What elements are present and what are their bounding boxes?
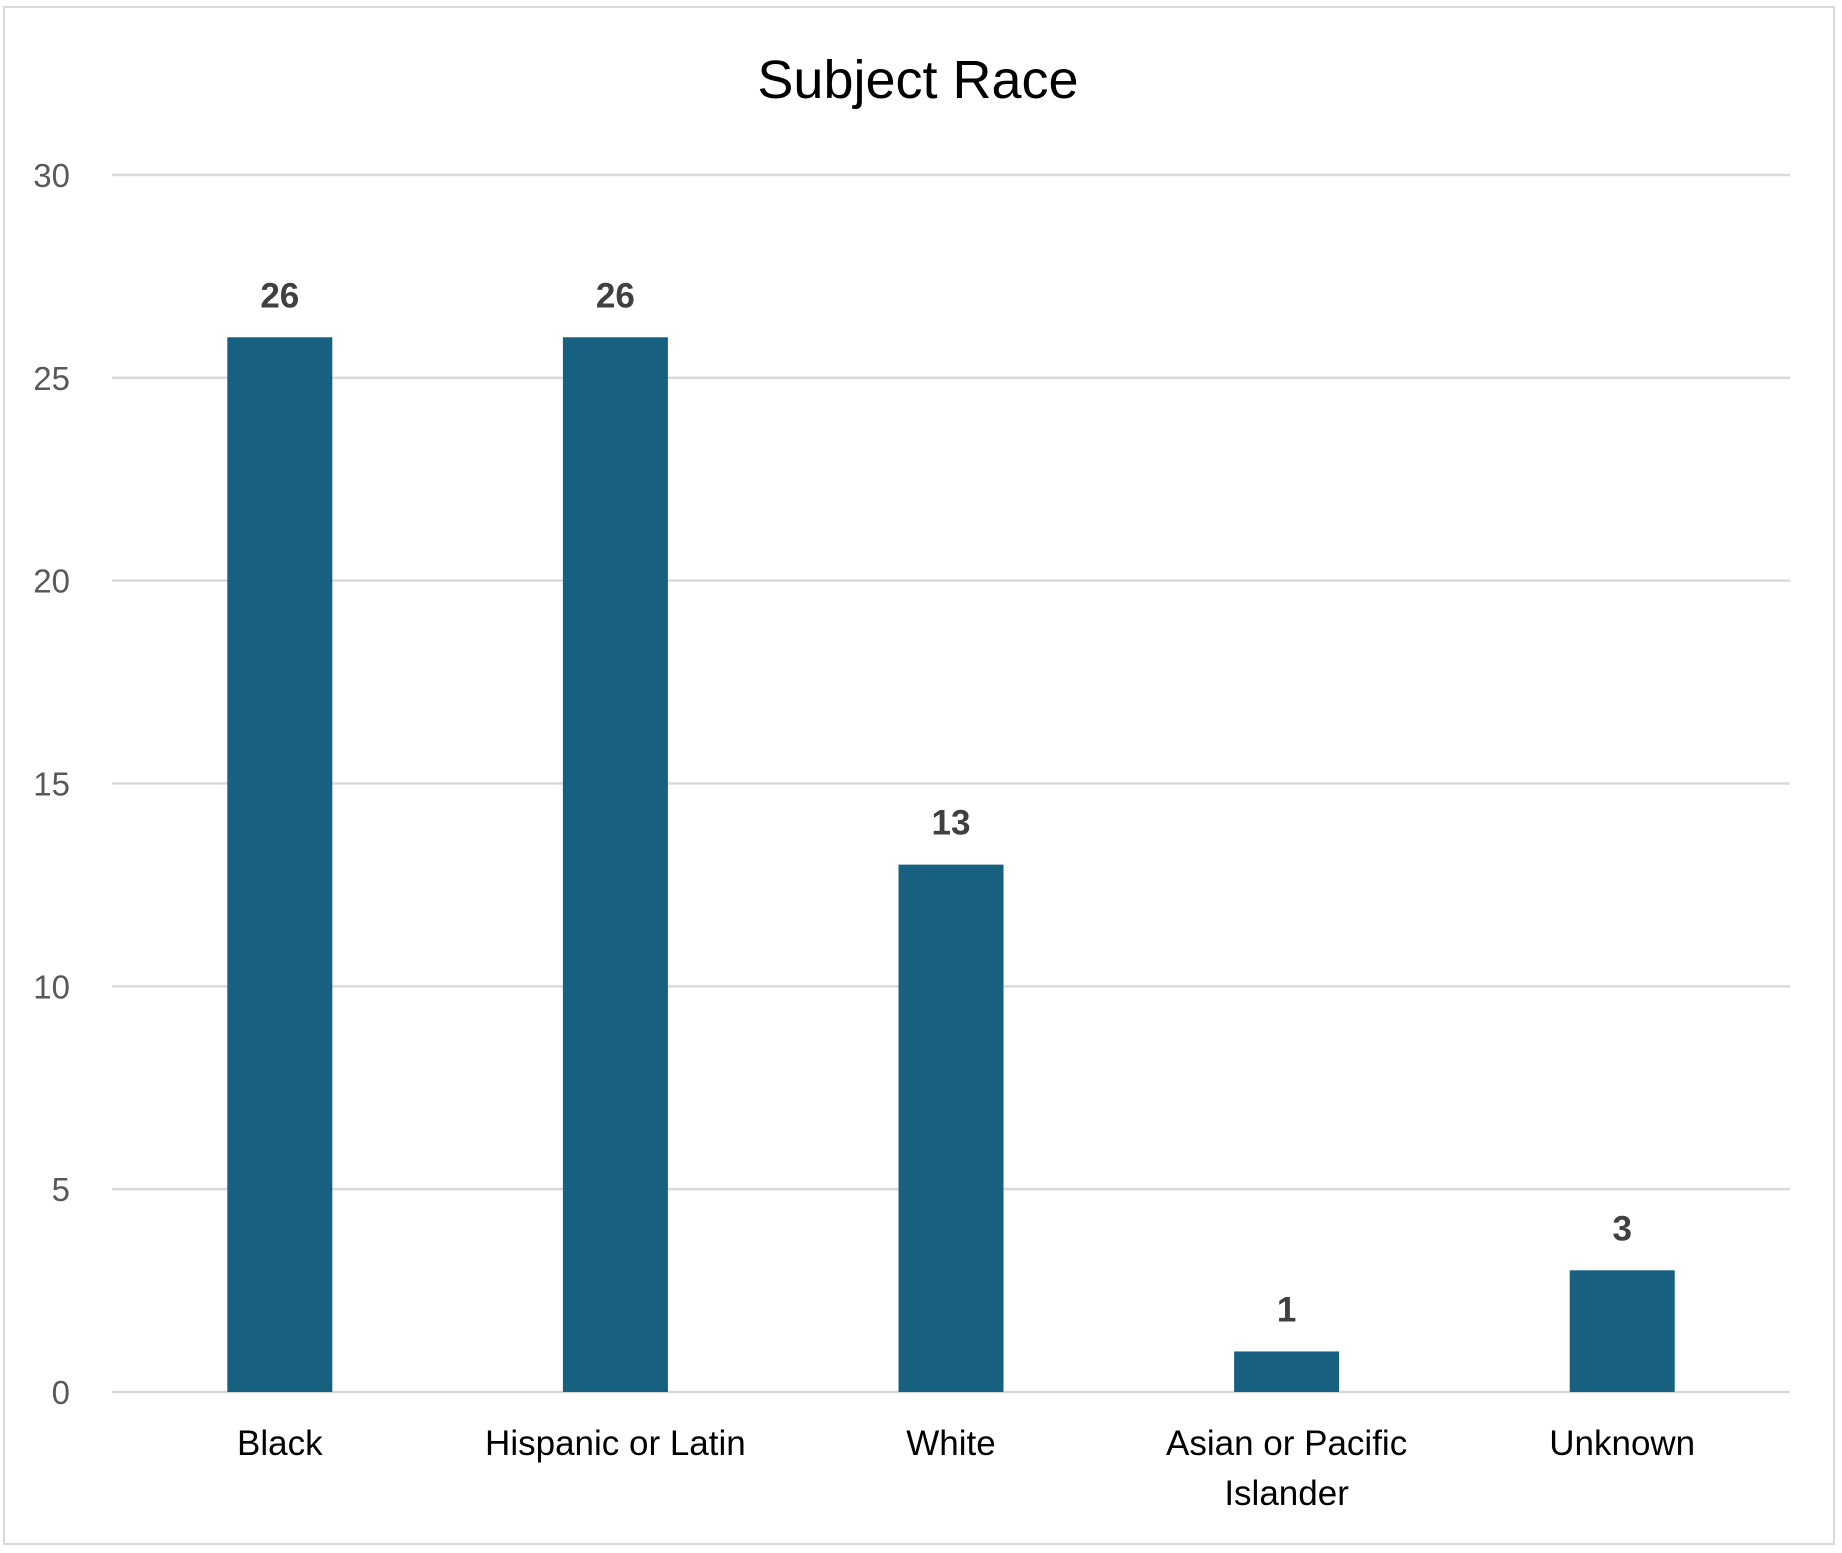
bar — [562, 337, 668, 1393]
y-axis-tick-labels: 0 5 10 15 20 25 30 — [33, 157, 70, 1411]
y-tick-label: 0 — [52, 1374, 70, 1411]
y-tick-label: 5 — [52, 1171, 70, 1208]
data-label: 26 — [260, 276, 299, 315]
data-label: 26 — [596, 276, 635, 315]
data-label: 13 — [932, 804, 971, 843]
y-tick-label: 30 — [33, 157, 70, 194]
gridlines — [112, 173, 1790, 1394]
bars — [227, 337, 1675, 1393]
chart-title: Subject Race — [757, 50, 1078, 110]
x-tick-label: Hispanic or Latin — [485, 1424, 746, 1463]
x-tick-label: Black — [237, 1424, 323, 1463]
x-tick-label: Asian or Pacific — [1166, 1424, 1407, 1463]
y-tick-label: 15 — [33, 766, 70, 803]
bar — [1234, 1351, 1340, 1392]
bar — [898, 864, 1004, 1392]
x-tick-label: White — [906, 1424, 995, 1463]
y-tick-label: 20 — [33, 563, 70, 600]
y-tick-label: 25 — [33, 360, 70, 397]
x-tick-label: Islander — [1224, 1474, 1349, 1513]
data-label: 1 — [1277, 1290, 1296, 1329]
x-axis-tick-labels: Black Hispanic or Latin White Asian or Paci… — [237, 1424, 1695, 1513]
bar — [1569, 1270, 1675, 1392]
y-tick-label: 10 — [33, 968, 70, 1005]
data-label: 3 — [1612, 1209, 1631, 1248]
bar — [227, 337, 333, 1393]
x-tick-label: Unknown — [1549, 1424, 1695, 1463]
